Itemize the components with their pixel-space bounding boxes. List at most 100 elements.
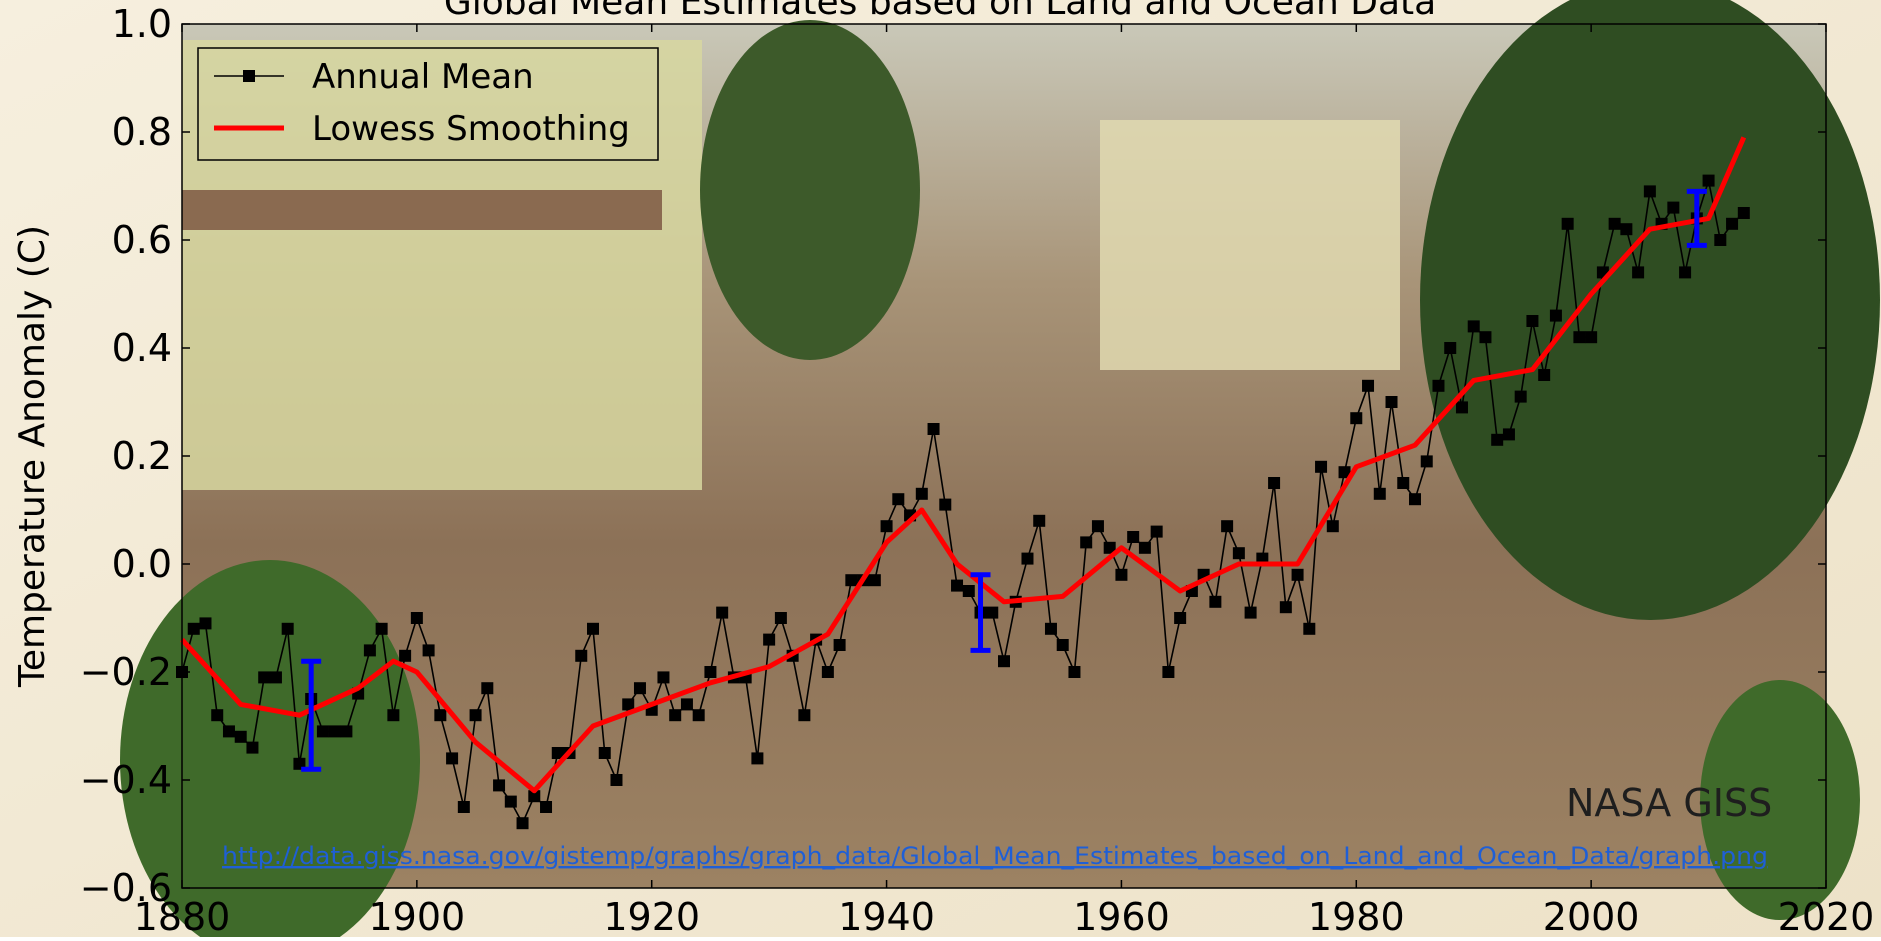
data-point [1585, 331, 1598, 344]
chart-title: Global Mean Estimates based on Land and … [444, 0, 1436, 23]
x-tick-label: 1920 [603, 895, 700, 937]
data-point [1632, 266, 1645, 279]
data-point [410, 612, 423, 624]
y-tick-label: 0.0 [112, 542, 172, 586]
data-point [528, 790, 541, 803]
data-point [821, 666, 834, 678]
y-tick-label: 1.0 [112, 2, 172, 46]
data-point [399, 649, 412, 662]
data-point [1444, 342, 1457, 354]
data-point [1068, 666, 1081, 678]
data-point [457, 801, 470, 813]
data-point [1221, 520, 1234, 533]
data-point [1726, 217, 1739, 230]
y-tick-label: −0.6 [80, 866, 172, 910]
data-point [633, 682, 646, 695]
data-point [1526, 315, 1539, 327]
data-point [469, 709, 482, 722]
data-point [1479, 331, 1492, 344]
data-point [269, 671, 282, 684]
legend-box [197, 47, 659, 161]
error-bar [1686, 188, 1707, 248]
data-point [587, 622, 599, 635]
data-point [1420, 455, 1433, 468]
data-point [375, 622, 388, 635]
data-point [340, 725, 353, 738]
data-point [222, 725, 235, 738]
data-point [892, 493, 905, 506]
x-tick-label: 1900 [368, 895, 465, 937]
data-point [1679, 266, 1692, 279]
x-tick-label: 2020 [1778, 895, 1875, 937]
y-tick-label: −0.2 [80, 650, 172, 694]
data-point [1303, 622, 1316, 635]
data-point [986, 606, 999, 619]
data-point [680, 698, 693, 711]
data-point [493, 779, 506, 792]
legend-label: Lowess Smoothing [312, 109, 630, 149]
data-point [1538, 369, 1551, 381]
data-point [363, 644, 376, 657]
data-point [657, 671, 670, 684]
data-point [610, 774, 623, 786]
data-point [316, 725, 329, 738]
annotation: NASA GISS [1566, 781, 1772, 825]
data-point [915, 487, 928, 500]
data-point [1620, 223, 1633, 236]
data-point [1338, 466, 1351, 479]
data-point [763, 633, 776, 646]
y-tick-label: −0.4 [80, 758, 172, 802]
data-point [1432, 379, 1445, 392]
data-point [1397, 477, 1410, 489]
data-point [845, 574, 858, 587]
series-line [180, 136, 1747, 794]
data-point [1608, 217, 1621, 230]
data-point [1714, 234, 1727, 246]
data-point [387, 709, 400, 722]
data-point [1502, 428, 1515, 441]
x-tick-label: 1980 [1308, 895, 1405, 937]
data-point [998, 655, 1010, 668]
data-point [1409, 493, 1421, 506]
data-point [1561, 217, 1574, 230]
data-point [1315, 460, 1328, 473]
data-point [246, 741, 259, 754]
error-bar [301, 658, 322, 772]
data-point [880, 520, 893, 533]
data-point [939, 498, 952, 511]
data-point [516, 817, 529, 830]
data-point [1056, 639, 1069, 651]
data-point [962, 585, 975, 597]
data-point [1291, 568, 1304, 581]
data-point [551, 747, 564, 759]
data-point [422, 644, 435, 657]
source-link[interactable]: http://data.giss.nasa.gov/gistemp/graphs… [222, 842, 1768, 870]
data-point [1514, 390, 1527, 403]
y-tick-label: 0.4 [112, 326, 172, 370]
data-point [1127, 531, 1140, 543]
data-point [716, 606, 729, 619]
data-point [540, 801, 553, 813]
data-point [211, 709, 224, 722]
data-point [774, 612, 787, 624]
data-point [1115, 568, 1128, 581]
data-point [1021, 552, 1034, 565]
data-point [1150, 525, 1163, 538]
data-point [622, 698, 635, 711]
data-point [1103, 541, 1116, 554]
error-bar [970, 572, 991, 653]
data-point [1385, 396, 1398, 408]
data-point [833, 639, 846, 651]
data-point [187, 622, 200, 635]
x-tick-label: 1960 [1073, 895, 1170, 937]
data-point [1033, 514, 1046, 527]
x-tick-label: 1940 [838, 895, 935, 937]
data-point [234, 730, 247, 743]
data-point [434, 709, 447, 722]
data-point [868, 574, 881, 587]
data-point [1455, 401, 1468, 414]
data-point [692, 709, 705, 722]
data-point [1209, 595, 1222, 608]
data-point [598, 747, 611, 759]
